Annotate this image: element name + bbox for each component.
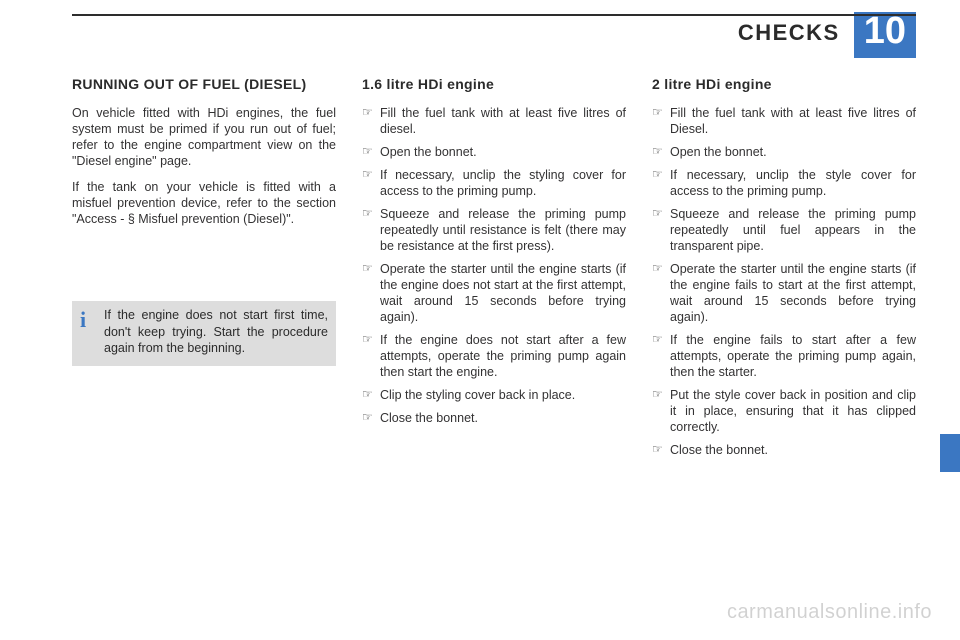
list-item: If necessary, unclip the style cover for… xyxy=(652,167,916,199)
column-3: 2 litre HDi engine Fill the fuel tank wi… xyxy=(652,76,916,466)
list-item: Squeeze and release the priming pump rep… xyxy=(362,206,626,254)
list-item: If necessary, unclip the styling cover f… xyxy=(362,167,626,199)
col3-heading: 2 litre HDi engine xyxy=(652,76,916,94)
page-header: CHECKS 10 xyxy=(72,14,916,58)
watermark: carmanualsonline.info xyxy=(727,601,932,624)
list-item: Put the style cover back in position and… xyxy=(652,387,916,435)
page: CHECKS 10 RUNNING OUT OF FUEL (DIESEL) O… xyxy=(0,0,960,640)
info-box: i If the engine does not start first tim… xyxy=(72,301,336,366)
list-item: Open the bonnet. xyxy=(362,144,626,160)
list-item: Open the bonnet. xyxy=(652,144,916,160)
list-item: Squeeze and release the priming pump rep… xyxy=(652,206,916,254)
list-item: Operate the starter until the engine sta… xyxy=(362,261,626,325)
column-1: RUNNING OUT OF FUEL (DIESEL) On vehicle … xyxy=(72,76,336,466)
list-item: Fill the fuel tank with at least five li… xyxy=(652,105,916,137)
list-item: If the engine does not start after a few… xyxy=(362,332,626,380)
col2-heading: 1.6 litre HDi engine xyxy=(362,76,626,94)
info-text: If the engine does not start first time,… xyxy=(104,307,328,356)
list-item: Close the bonnet. xyxy=(362,410,626,426)
col1-para-1: On vehicle fitted with HDi engines, the … xyxy=(72,105,336,169)
top-rule xyxy=(72,14,916,16)
content-columns: RUNNING OUT OF FUEL (DIESEL) On vehicle … xyxy=(72,76,916,466)
chapter-number: 10 xyxy=(854,12,916,58)
section-title: CHECKS xyxy=(738,14,840,46)
side-tab xyxy=(940,434,960,472)
list-item: Fill the fuel tank with at least five li… xyxy=(362,105,626,137)
col3-list: Fill the fuel tank with at least five li… xyxy=(652,105,916,458)
list-item: Operate the starter until the engine sta… xyxy=(652,261,916,325)
col2-list: Fill the fuel tank with at least five li… xyxy=(362,105,626,426)
col1-heading: RUNNING OUT OF FUEL (DIESEL) xyxy=(72,76,336,94)
list-item: Close the bonnet. xyxy=(652,442,916,458)
info-icon: i xyxy=(80,307,94,356)
col1-para-2: If the tank on your vehicle is fitted wi… xyxy=(72,179,336,227)
list-item: Clip the styling cover back in place. xyxy=(362,387,626,403)
column-2: 1.6 litre HDi engine Fill the fuel tank … xyxy=(362,76,626,466)
list-item: If the engine fails to start after a few… xyxy=(652,332,916,380)
